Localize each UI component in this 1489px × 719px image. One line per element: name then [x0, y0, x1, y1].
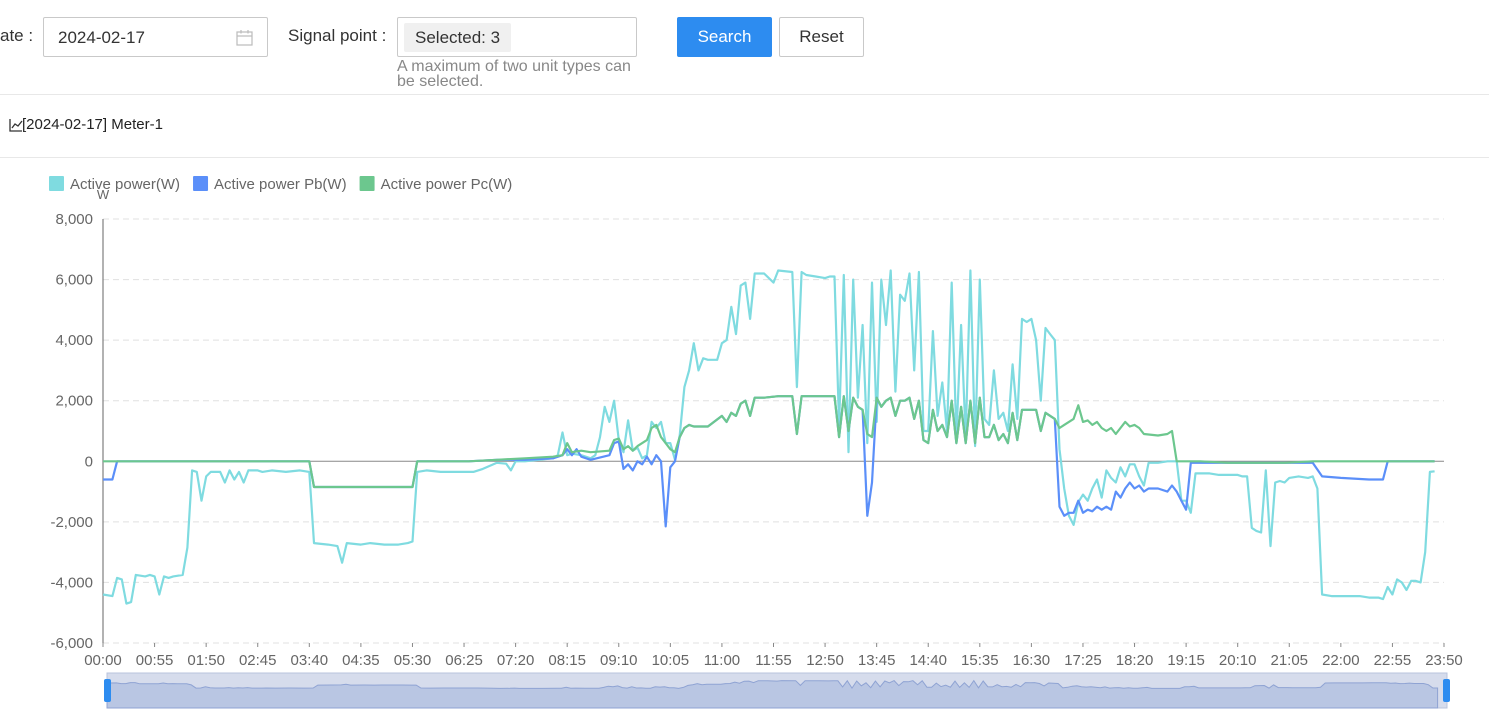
- y-tick-label: 2,000: [55, 393, 93, 410]
- x-tick-label: 18:20: [1116, 652, 1154, 669]
- x-tick-label: 08:15: [548, 652, 586, 669]
- legend-label[interactable]: Active power Pb(W): [214, 176, 347, 193]
- x-tick-label: 17:25: [1064, 652, 1102, 669]
- zoom-slider-preview: [106, 679, 1439, 709]
- x-tick-label: 22:55: [1374, 652, 1412, 669]
- legend-swatch[interactable]: [49, 176, 64, 191]
- signal-point-label: Signal point :: [288, 26, 387, 45]
- x-tick-label: 02:45: [239, 652, 277, 669]
- x-tick-label: 21:05: [1270, 652, 1308, 669]
- x-tick-label: 05:30: [394, 652, 432, 669]
- y-tick-label: -2,000: [50, 514, 93, 531]
- x-tick-label: 20:10: [1219, 652, 1257, 669]
- x-tick-label: 00:55: [136, 652, 174, 669]
- chart-header: [2024-02-17] Meter-1: [0, 96, 1489, 158]
- signal-point-hint: A maximum of two unit types can be selec…: [397, 58, 631, 90]
- x-tick-label: 13:45: [858, 652, 896, 669]
- date-label: ate :: [0, 26, 34, 45]
- series-line: [103, 395, 1435, 489]
- legend-label[interactable]: Active power Pc(W): [381, 176, 513, 193]
- x-tick-label: 11:55: [755, 652, 791, 669]
- legend-swatch[interactable]: [193, 176, 209, 191]
- y-tick-label: 0: [85, 453, 93, 470]
- date-value[interactable]: 2024-02-17: [58, 28, 145, 47]
- chart-title: [2024-02-17] Meter-1: [22, 116, 163, 133]
- legend-swatch[interactable]: [359, 176, 375, 191]
- selected-count-tag[interactable]: Selected: 3: [404, 23, 512, 52]
- x-tick-label: 06:25: [445, 652, 483, 669]
- x-tick-label: 10:05: [652, 652, 690, 669]
- y-tick-label: -4,000: [50, 574, 93, 591]
- legend-label[interactable]: Active power(W): [70, 176, 180, 193]
- zoom-slider-left-handle[interactable]: [104, 679, 111, 702]
- filter-bar: ate : 2024-02-17 Signal point : Selected…: [0, 0, 1489, 95]
- x-tick-label: 23:50: [1425, 652, 1463, 669]
- y-tick-label: 4,000: [55, 332, 93, 349]
- x-tick-label: 00:00: [84, 652, 122, 669]
- calendar-icon[interactable]: [236, 29, 253, 46]
- signal-point-select[interactable]: Selected: 3: [397, 17, 637, 57]
- x-tick-label: 16:30: [1013, 652, 1051, 669]
- line-chart-icon: [9, 119, 23, 132]
- y-tick-label: -6,000: [50, 635, 93, 652]
- x-tick-label: 01:50: [187, 652, 225, 669]
- series-line: [102, 269, 1435, 605]
- reset-button[interactable]: Reset: [779, 17, 864, 57]
- x-tick-label: 11:00: [704, 652, 740, 669]
- y-tick-label: 6,000: [55, 272, 93, 289]
- date-picker[interactable]: 2024-02-17: [43, 17, 268, 57]
- x-tick-label: 04:35: [342, 652, 380, 669]
- search-button[interactable]: Search: [677, 17, 772, 57]
- x-tick-label: 03:40: [291, 652, 329, 669]
- x-tick-label: 12:50: [806, 652, 844, 669]
- zoom-slider-right-handle[interactable]: [1443, 679, 1450, 702]
- y-axis-unit-label: W: [97, 187, 110, 202]
- x-tick-label: 22:00: [1322, 652, 1360, 669]
- y-tick-label: 8,000: [55, 211, 93, 228]
- x-tick-label: 19:15: [1167, 652, 1205, 669]
- x-tick-label: 14:40: [909, 652, 947, 669]
- x-tick-label: 09:10: [600, 652, 638, 669]
- x-tick-label: 15:35: [961, 652, 999, 669]
- x-tick-label: 07:20: [497, 652, 535, 669]
